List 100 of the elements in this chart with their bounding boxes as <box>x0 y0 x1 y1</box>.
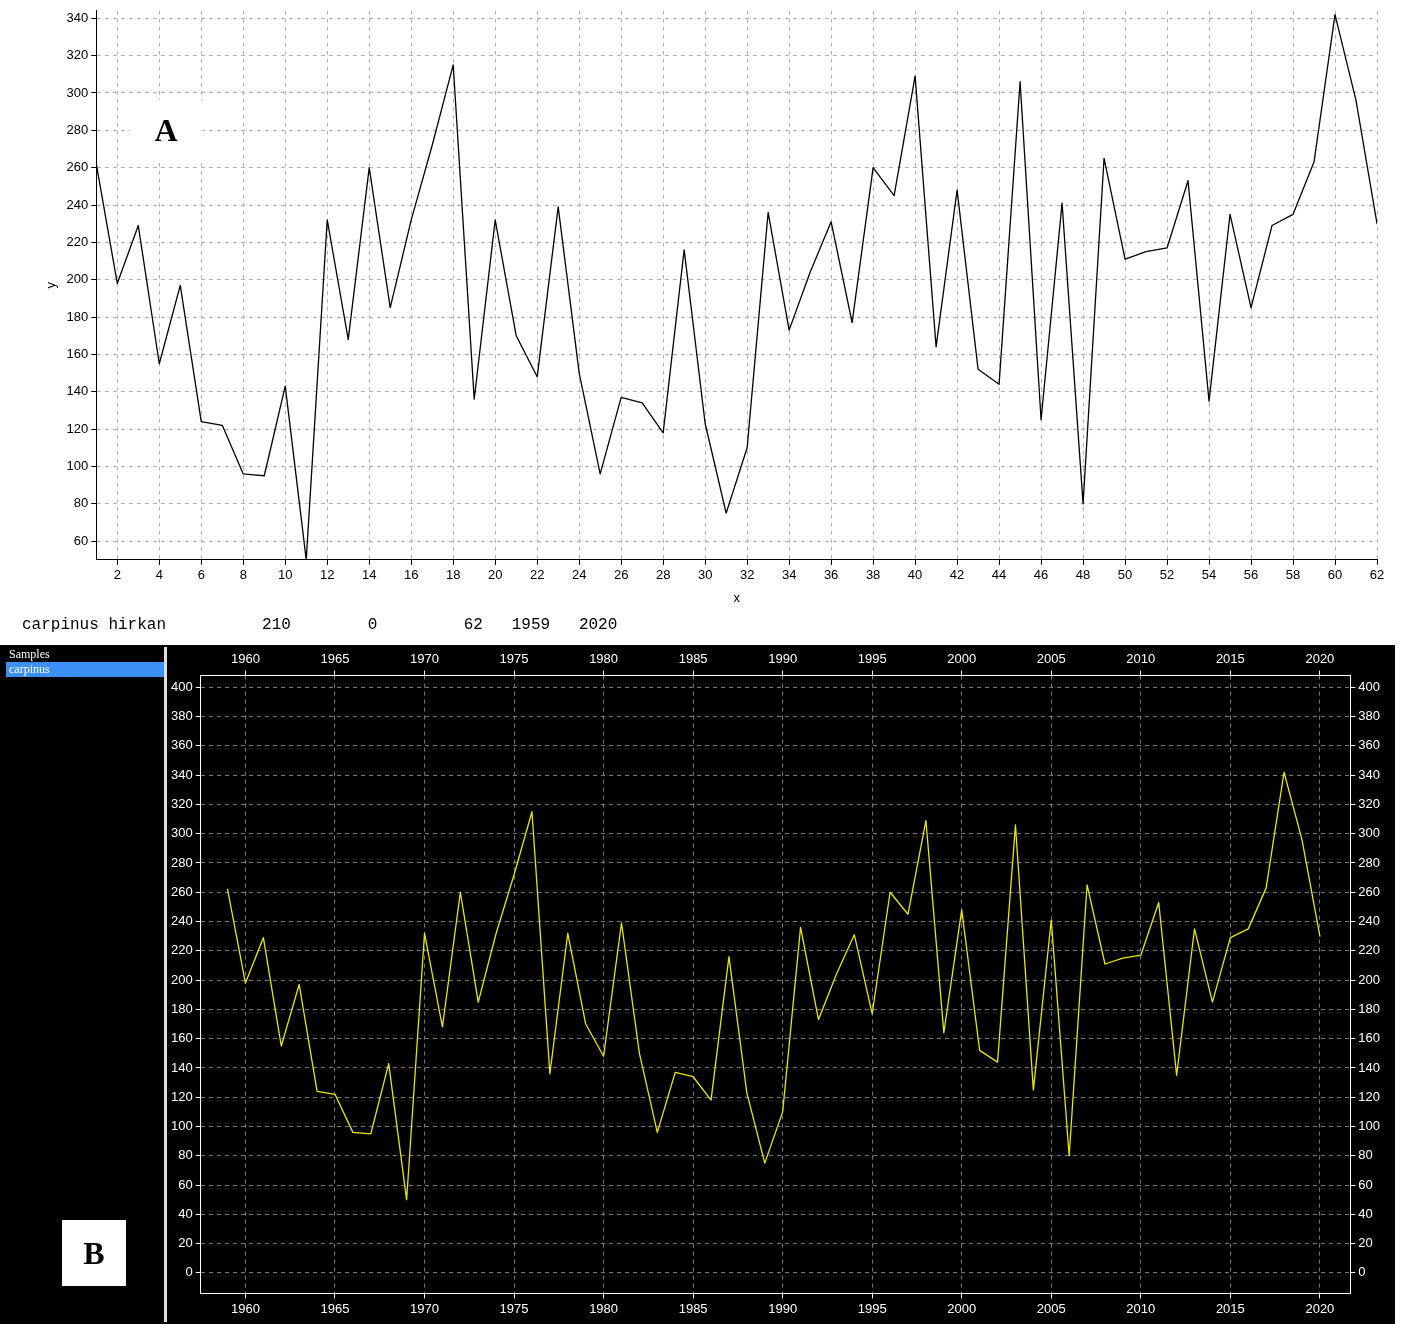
x-tick-label: 2015 <box>1215 1300 1245 1316</box>
y2-tick-label: 400 <box>1358 678 1381 694</box>
y-tick-label: 120 <box>170 1088 193 1104</box>
x-tick-label: 30 <box>697 567 713 583</box>
y2-tick-label: 60 <box>1358 1176 1373 1192</box>
x2-tick-label: 2010 <box>1126 651 1156 667</box>
x-tick-label: 2000 <box>947 1300 977 1316</box>
annotation: A <box>130 100 202 160</box>
x-tick-label: 1980 <box>589 1300 619 1316</box>
y-tick-label: 120 <box>66 420 89 436</box>
y-tick-label: 340 <box>170 766 193 782</box>
y2-tick-label: 160 <box>1358 1030 1381 1046</box>
x-tick-label: 54 <box>1201 567 1217 583</box>
x-tick-label: 1990 <box>768 1300 798 1316</box>
y-tick-label: 300 <box>170 825 193 841</box>
x-tick-label: 36 <box>823 567 839 583</box>
y2-tick-label: 0 <box>1358 1264 1366 1280</box>
y-tick-label: 160 <box>170 1030 193 1046</box>
x-tick-label: 2 <box>113 567 121 583</box>
y-tick-label: 260 <box>170 883 193 899</box>
x-tick-label: 38 <box>865 567 881 583</box>
y2-tick-label: 120 <box>1358 1088 1381 1104</box>
y2-tick-label: 380 <box>1358 708 1381 724</box>
x-tick-label: 6 <box>197 567 205 583</box>
x-tick-label: 12 <box>320 567 335 583</box>
y-tick-label: 100 <box>170 1118 193 1134</box>
x-tick-label: 14 <box>361 567 377 583</box>
x-tick-label: 1960 <box>231 1300 260 1316</box>
y-tick-label: 380 <box>170 708 193 724</box>
x2-tick-label: 1970 <box>410 651 439 667</box>
sample-list-panel: Samples carpinus B <box>6 647 167 1322</box>
x-tick-label: 42 <box>949 567 965 583</box>
y2-tick-label: 360 <box>1358 737 1381 753</box>
y-tick-label: 140 <box>170 1059 193 1075</box>
y-tick-label: 320 <box>170 796 193 812</box>
y2-tick-label: 240 <box>1358 913 1381 929</box>
y2-tick-label: 20 <box>1358 1235 1373 1251</box>
x-tick-label: 4 <box>155 567 163 583</box>
x-tick-label: 48 <box>1075 567 1091 583</box>
y-tick-label: 140 <box>66 383 89 399</box>
y-tick-label: 180 <box>66 308 89 324</box>
x2-tick-label: 2005 <box>1036 651 1066 667</box>
x-axis-title: x <box>733 589 741 605</box>
y-tick-label: 200 <box>170 971 193 987</box>
x2-tick-label: 1960 <box>231 651 260 667</box>
y2-tick-label: 260 <box>1358 883 1381 899</box>
x-tick-label: 8 <box>239 567 247 583</box>
x2-tick-label: 1975 <box>499 651 529 667</box>
x-tick-label: 10 <box>278 567 293 583</box>
y2-tick-label: 300 <box>1358 825 1381 841</box>
x2-tick-label: 1995 <box>857 651 887 667</box>
x-tick-label: 1995 <box>857 1300 887 1316</box>
y2-tick-label: 220 <box>1358 942 1381 958</box>
x-tick-label: 1970 <box>410 1300 439 1316</box>
x-tick-label: 20 <box>487 567 503 583</box>
x-tick-label: 52 <box>1159 567 1175 583</box>
y-tick-label: 160 <box>66 345 89 361</box>
y-tick-label: 240 <box>170 913 193 929</box>
x-tick-label: 44 <box>991 567 1007 583</box>
y2-tick-label: 100 <box>1358 1118 1381 1134</box>
y2-tick-label: 340 <box>1358 766 1381 782</box>
y2-tick-label: 80 <box>1358 1147 1373 1163</box>
y-tick-label: 280 <box>170 854 193 870</box>
y-tick-label: 20 <box>178 1235 193 1251</box>
x-tick-label: 28 <box>655 567 671 583</box>
y-tick-label: 200 <box>66 271 89 287</box>
x-tick-label: 34 <box>781 567 797 583</box>
x-tick-label: 2005 <box>1036 1300 1066 1316</box>
x-tick-label: 58 <box>1285 567 1301 583</box>
y-tick-label: 40 <box>178 1205 193 1221</box>
y-tick-label: 60 <box>73 532 89 548</box>
x-tick-label: 56 <box>1243 567 1259 583</box>
y-tick-label: 260 <box>66 159 89 175</box>
x-tick-label: 2020 <box>1305 1300 1335 1316</box>
x2-tick-label: 1980 <box>589 651 619 667</box>
x2-tick-label: 2015 <box>1215 651 1245 667</box>
x-tick-label: 1985 <box>678 1300 708 1316</box>
x-tick-label: 22 <box>529 567 545 583</box>
y2-tick-label: 140 <box>1358 1059 1381 1075</box>
x-tick-label: 1965 <box>320 1300 350 1316</box>
y-tick-label: 320 <box>66 47 89 63</box>
text: carpinus hirkan 210 0 62 1959 2020 <box>22 616 618 634</box>
x2-tick-label: 1990 <box>768 651 798 667</box>
x-tick-label: 16 <box>403 567 419 583</box>
y-tick-label: 60 <box>178 1176 193 1192</box>
x-tick-label: 2010 <box>1126 1300 1156 1316</box>
y-tick-label: 220 <box>170 942 193 958</box>
y2-tick-label: 320 <box>1358 796 1381 812</box>
y2-tick-label: 40 <box>1358 1205 1373 1221</box>
x2-tick-label: 2020 <box>1305 651 1335 667</box>
y2-tick-label: 280 <box>1358 854 1381 870</box>
x-tick-label: 18 <box>445 567 461 583</box>
x-tick-label: 40 <box>907 567 923 583</box>
y-tick-label: 0 <box>185 1264 193 1280</box>
y-tick-label: 220 <box>66 233 89 249</box>
x2-tick-label: 1965 <box>320 651 350 667</box>
y-tick-label: 100 <box>66 458 89 474</box>
y-tick-label: 340 <box>66 9 89 25</box>
x-tick-label: 32 <box>739 567 755 583</box>
y-tick-label: 80 <box>73 495 89 511</box>
